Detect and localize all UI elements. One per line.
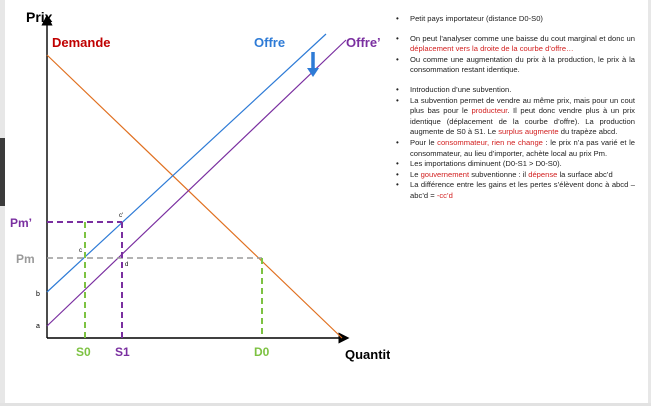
note-highlight: gouvernement — [420, 169, 470, 179]
supply-demand-diagram: Prix Quantités Demande Offre Offre’ Pm’ … — [10, 9, 390, 362]
note-item: Pour le consommateur, rien ne change : l… — [395, 138, 635, 159]
note-highlight: déplacement vers la droite de la courbe … — [410, 44, 574, 54]
point-label-c-prime: c' — [119, 213, 123, 219]
demand-label: Demande — [52, 35, 111, 50]
price-label-pm-prime: Pm’ — [10, 216, 32, 230]
note-text: subventionne : il — [469, 169, 529, 179]
x-axis-label: Quantités — [345, 347, 390, 362]
note-item: Introduction d’une subvention. — [395, 85, 635, 96]
note-item: On peut l’analyser comme une baisse du c… — [395, 34, 635, 55]
note-text: Pour le — [410, 137, 438, 147]
note-text: La différence entre les gains et les per… — [410, 180, 635, 200]
note-text: On peut l’analyser comme une baisse du c… — [410, 33, 635, 43]
y-axis-label: Prix — [26, 9, 53, 25]
point-label-c: c — [79, 248, 82, 254]
supply-curve-shifted — [46, 39, 347, 327]
note-text: Ou comme une augmentation du prix à la p… — [410, 54, 635, 75]
note-text: . Il peut donc vendre plus à un prix ide… — [410, 106, 635, 137]
quantity-label-s1: S1 — [115, 345, 130, 359]
quantity-label-d0: D0 — [254, 345, 270, 359]
price-label-b: b — [36, 291, 40, 298]
note-text: Introduction d’une subvention. — [410, 84, 512, 94]
shift-arrow-head — [307, 68, 319, 77]
quantity-label-s0: S0 — [76, 345, 91, 359]
point-label-d: d — [125, 262, 128, 268]
supply-label: Offre — [254, 35, 285, 50]
note-highlight: producteur — [471, 106, 508, 116]
supply2-label: Offre’ — [346, 35, 381, 50]
note-text: Petit pays importateur (distance D0-S0) — [410, 14, 543, 23]
price-label-pm: Pm — [16, 252, 35, 266]
note-highlight: surplus augmente — [498, 127, 559, 137]
note-text: : le prix n’a pas varié et le consommate… — [410, 137, 636, 158]
note-text: Les importations diminuent (D0-S1 > D0-S… — [410, 159, 562, 169]
note-text: Le — [410, 169, 421, 179]
note-text: du trapèze abcd. — [558, 127, 618, 137]
note-text: La subvention permet de vendre au même p… — [410, 95, 635, 116]
note-item: Petit pays importateur (distance D0-S0) — [395, 14, 635, 25]
window-right-border — [648, 0, 651, 406]
note-item: La différence entre les gains et les per… — [395, 180, 635, 201]
note-highlight: -cc’d — [436, 190, 453, 200]
supply-curve — [46, 33, 327, 293]
note-highlight: dépense — [528, 169, 558, 179]
explanation-notes: Petit pays importateur (distance D0-S0) … — [395, 14, 635, 202]
demand-curve — [46, 54, 343, 339]
note-item: La subvention permet de vendre au même p… — [395, 96, 635, 138]
price-label-a: a — [36, 323, 40, 330]
side-panel-handle[interactable] — [0, 138, 5, 206]
note-highlight: consommateur, rien ne change — [437, 137, 543, 147]
note-text: la surface abc’d — [557, 169, 613, 179]
window-bottom-border — [0, 403, 651, 406]
note-item: Ou comme une augmentation du prix à la p… — [395, 55, 635, 76]
note-item: Les importations diminuent (D0-S1 > D0-S… — [395, 159, 635, 170]
note-item: Le gouvernement subventionne : il dépens… — [395, 170, 635, 181]
